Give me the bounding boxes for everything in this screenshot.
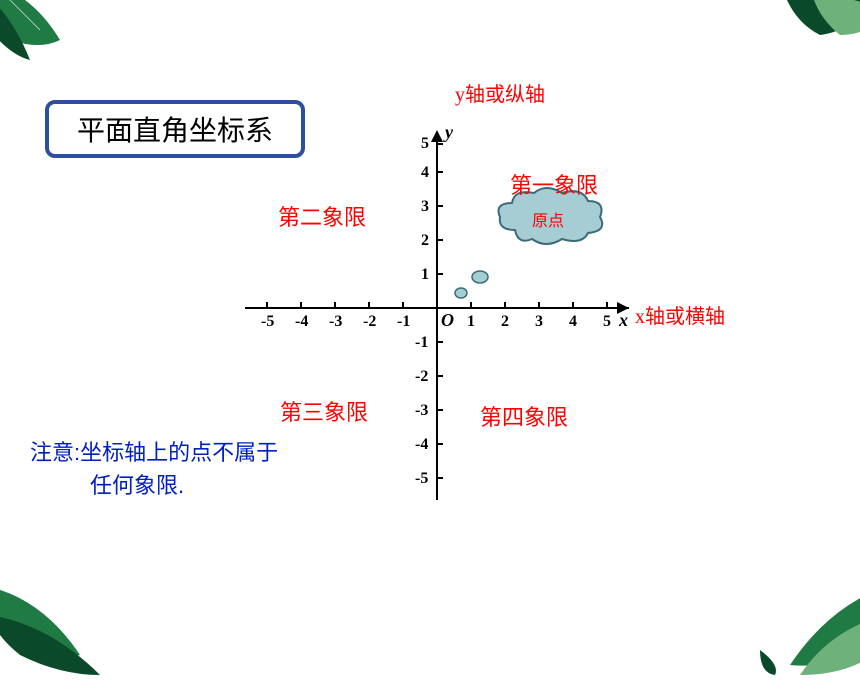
ytick--3: -3	[415, 402, 428, 420]
x-letter: x	[619, 310, 628, 331]
leaf-bottom-left	[0, 525, 140, 675]
thought-bubble-small-2	[470, 268, 490, 286]
y-axis-label: y轴或纵轴	[455, 78, 545, 107]
x-axis-label: x轴或横轴	[635, 300, 725, 329]
xtick--4: -4	[295, 313, 308, 331]
thought-bubble-small-1	[453, 285, 469, 301]
note-text: 注意:坐标轴上的点不属于 任何象限.	[30, 436, 278, 502]
q1-label: 第一象限	[510, 168, 598, 200]
xtick-3: 3	[535, 313, 543, 331]
ytick--5: -5	[415, 470, 428, 488]
xtick--2: -2	[363, 313, 376, 331]
origin-cloud-text: 原点	[532, 207, 564, 231]
leaf-top-right	[750, 0, 860, 80]
xtick-2: 2	[501, 313, 509, 331]
ytick--1: -1	[415, 334, 428, 352]
q4-label: 第四象限	[480, 400, 568, 432]
ytick--2: -2	[415, 368, 428, 386]
ytick-1: 1	[421, 266, 429, 284]
ytick-4: 4	[421, 164, 429, 182]
xtick-5: 5	[603, 313, 611, 331]
leaf-top-left	[0, 0, 90, 90]
xtick--1: -1	[397, 313, 410, 331]
q3-label: 第三象限	[280, 395, 368, 427]
xtick--5: -5	[261, 313, 274, 331]
origin-o: O	[441, 310, 454, 331]
ytick-2: 2	[421, 232, 429, 250]
q2-label: 第二象限	[278, 200, 366, 232]
xtick--3: -3	[329, 313, 342, 331]
xtick-1: 1	[467, 313, 475, 331]
leaf-bottom-right	[730, 535, 860, 675]
y-letter: y	[445, 122, 453, 143]
ytick--4: -4	[415, 436, 428, 454]
note-line2: 任何象限.	[30, 469, 278, 502]
xtick-4: 4	[569, 313, 577, 331]
note-line1: 注意:坐标轴上的点不属于	[30, 436, 278, 469]
ytick-5: 5	[421, 135, 429, 153]
ytick-3: 3	[421, 198, 429, 216]
